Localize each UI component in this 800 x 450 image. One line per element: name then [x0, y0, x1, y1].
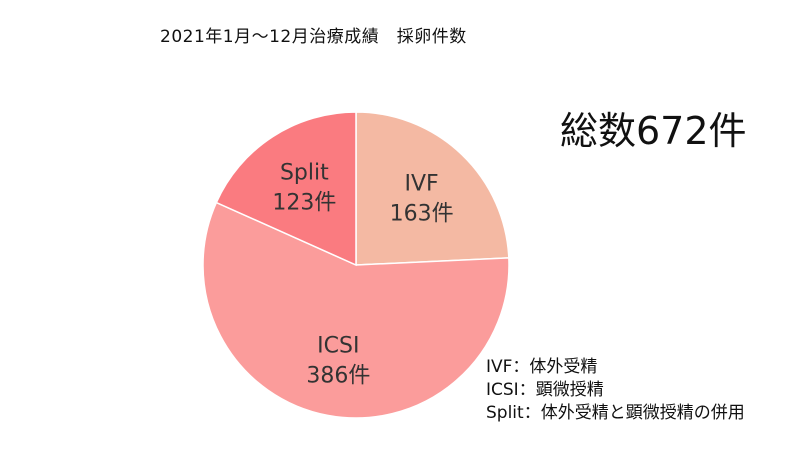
slice-name-label-icsi: ICSI — [317, 333, 359, 358]
legend: IVF：体外受精 ICSI：顕微授精 Split：体外受精と顕微授精の併用 — [486, 356, 745, 425]
pie-slice-ivf — [355, 111, 510, 266]
legend-item-ivf: IVF：体外受精 — [486, 357, 598, 377]
chart-title: 2021年1月～12月治療成績 採卵件数 — [160, 27, 467, 47]
slice-name-label-ivf: IVF — [404, 171, 438, 196]
slice-name-label-split: Split — [280, 160, 329, 185]
slice-value-label-ivf: 163件 — [390, 201, 454, 226]
legend-item-split: Split：体外受精と顕微授精の併用 — [486, 403, 745, 423]
legend-item-icsi: ICSI：顕微授精 — [486, 380, 604, 400]
slice-value-label-split: 123件 — [272, 190, 336, 215]
pie-slice-split — [215, 111, 357, 267]
total-count-label: 総数672件 — [560, 109, 747, 153]
pie-slice-icsi — [202, 201, 510, 419]
slice-value-label-icsi: 386件 — [306, 363, 370, 388]
